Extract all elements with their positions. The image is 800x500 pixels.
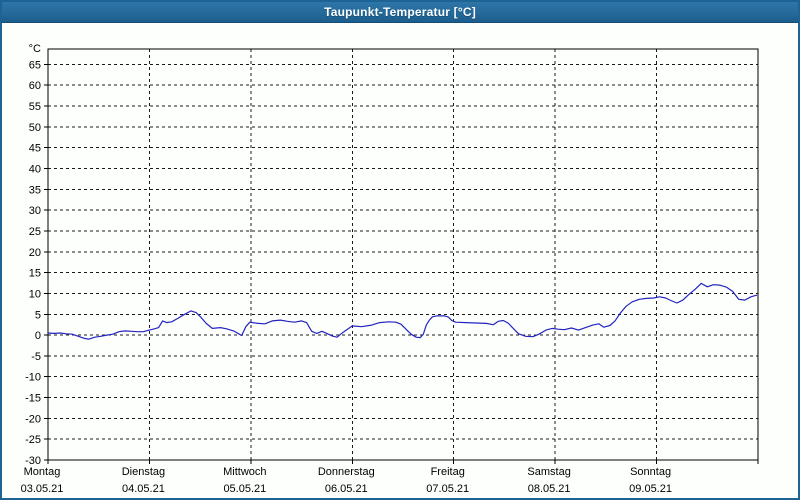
y-tick-label: 35: [29, 184, 41, 196]
y-tick-label: -15: [25, 393, 41, 405]
window-title: Taupunkt-Temperatur [°C]: [324, 5, 476, 19]
y-tick-label: 15: [29, 268, 41, 280]
y-tick-label: 30: [29, 205, 41, 217]
y-tick-label: 65: [29, 59, 41, 71]
y-tick-label: 50: [29, 122, 41, 134]
x-day-date-label: 07.05.21: [426, 483, 469, 495]
x-day-date-label: 08.05.21: [528, 483, 571, 495]
x-day-weekday-label: Sonntag: [630, 466, 671, 478]
x-day-date-label: 06.05.21: [325, 483, 368, 495]
dewpoint-chart-svg: -30 -25 -20 -15 -10 -5 0 5 10 15 20 25 30 35 40 45 50 55 6…: [21, 43, 759, 495]
y-tick-label: -25: [25, 434, 41, 446]
y-tick-label: 40: [29, 164, 41, 176]
x-day-date-label: 04.05.21: [122, 483, 165, 495]
y-tick-label: 60: [29, 80, 41, 92]
y-tick-label: -10: [25, 372, 41, 384]
y-tick-label: 25: [29, 226, 41, 238]
y-tick-label: -20: [25, 413, 41, 425]
x-day-weekday-label: Samstag: [527, 466, 570, 478]
x-day-weekday-label: Donnerstag: [318, 466, 375, 478]
y-tick-label: 10: [29, 288, 41, 300]
y-tick-label: 0: [35, 330, 41, 342]
x-day-date-label: 03.05.21: [21, 483, 64, 495]
y-axis-unit-label: °C: [29, 43, 41, 55]
x-day-weekday-label: Dienstag: [122, 466, 165, 478]
x-day-weekday-label: Montag: [24, 466, 61, 478]
window-titlebar[interactable]: Taupunkt-Temperatur [°C]: [2, 2, 798, 23]
plot-border: [47, 48, 759, 461]
x-day-date-label: 09.05.21: [629, 483, 672, 495]
x-day-weekday-label: Mittwoch: [223, 466, 266, 478]
x-day-weekday-label: Freitag: [431, 466, 465, 478]
dewpoint-line: [47, 282, 758, 340]
y-tick-label: 45: [29, 143, 41, 155]
y-tick-label: 5: [35, 309, 41, 321]
y-tick-label: -5: [31, 351, 41, 363]
x-day-date-label: 05.05.21: [223, 483, 266, 495]
dewpoint-chart-area: -30 -25 -20 -15 -10 -5 0 5 10 15 20 25 30 35 40 45 50 55 6…: [2, 23, 798, 498]
y-tick-label: -30: [25, 455, 41, 467]
y-tick-label: 20: [29, 247, 41, 259]
y-tick-label: 55: [29, 101, 41, 113]
